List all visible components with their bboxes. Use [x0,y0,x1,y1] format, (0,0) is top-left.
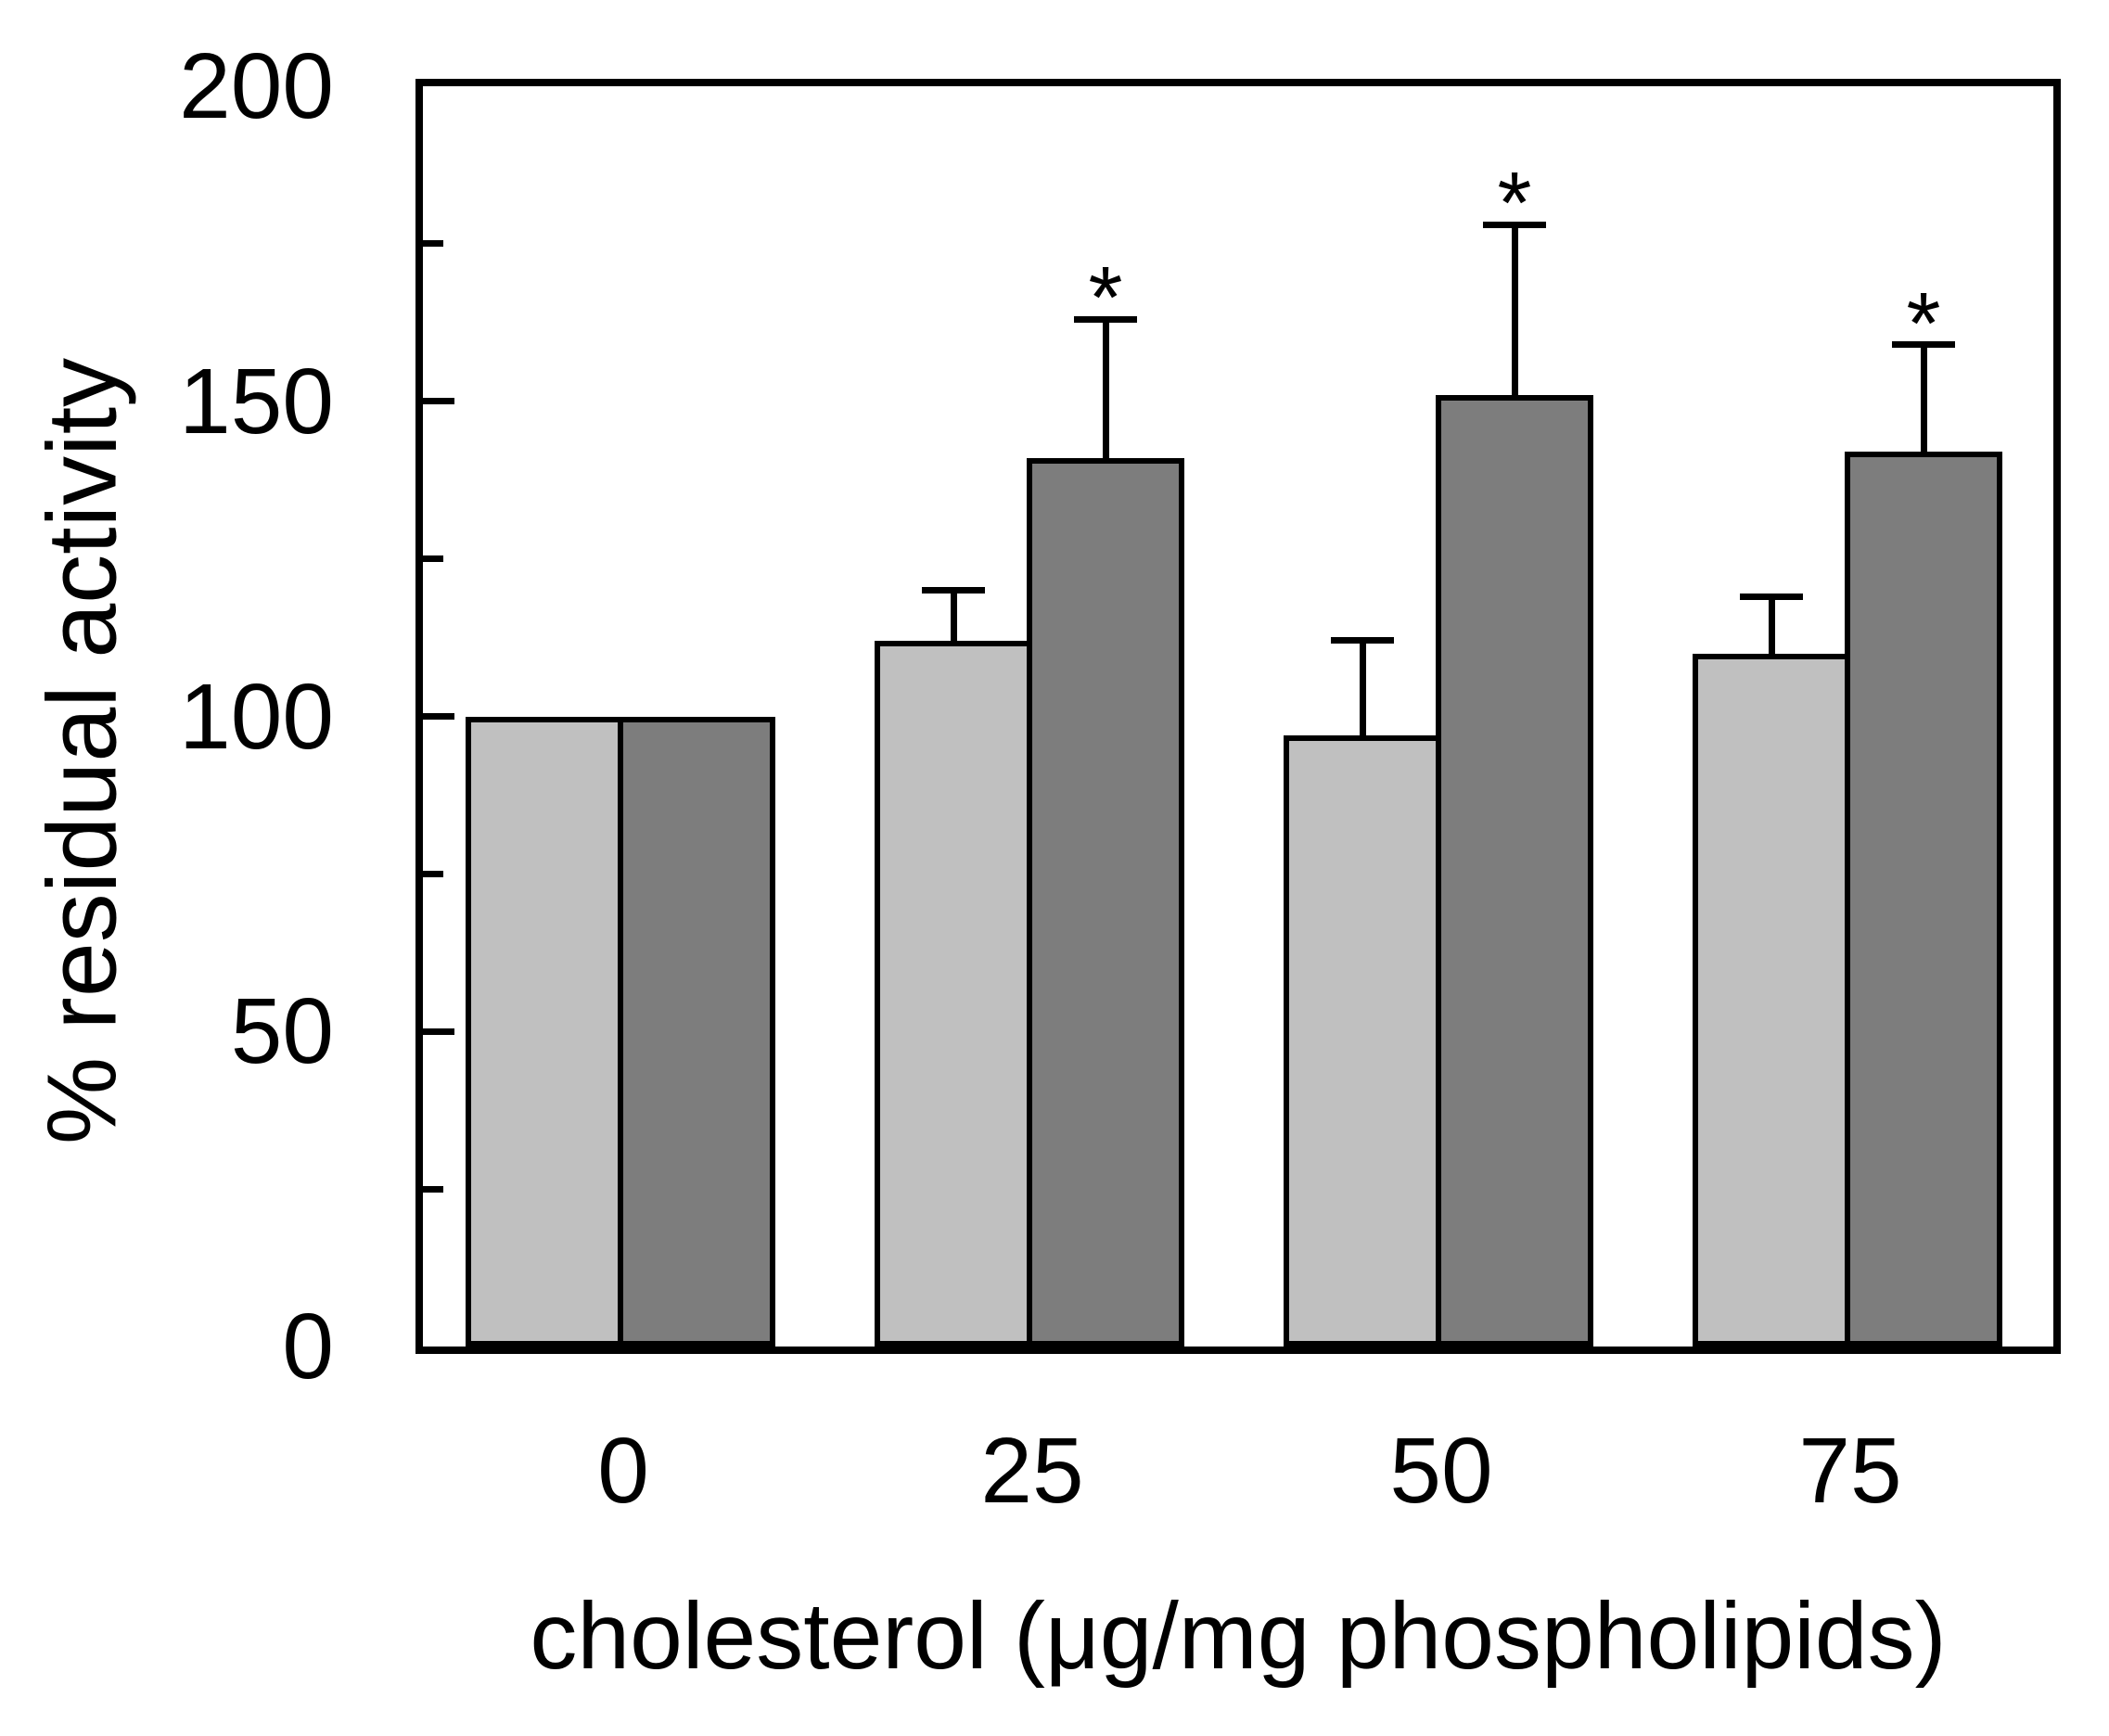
plot-area: * * * [415,79,2061,1354]
y-tick-label-100: 100 [179,664,334,769]
x-axis-title: cholesterol (μg/mg phospholipids) [530,1583,1947,1689]
y-major-tick-100 [423,713,454,720]
y-major-tick-150 [423,398,454,405]
bar-light-gray-bars-x75 [1693,653,1850,1347]
bar-light-gray-bars-x25 [875,640,1032,1347]
significance-asterisk-x25: * [1088,249,1123,348]
error-bar-cap-dark-gray-bars-x25 [1074,315,1137,323]
error-bar-cap-light-gray-bars-x75 [1740,593,1803,600]
y-minor-tick-25 [423,1185,443,1193]
y-minor-tick-175 [423,240,443,248]
y-minor-tick-125 [423,555,443,563]
y-major-tick-50 [423,1028,454,1035]
x-tick-label-25: 25 [980,1419,1084,1523]
y-tick-label-200: 200 [179,34,334,138]
error-bar-cap-dark-gray-bars-x75 [1892,341,1955,349]
bar-dark-gray-bars-x50 [1436,394,1593,1347]
bar-dark-gray-bars-x25 [1027,457,1184,1347]
error-bar-line-dark-gray-bars-x25 [1102,319,1109,462]
error-bar-line-light-gray-bars-x50 [1359,640,1366,739]
error-bar-cap-dark-gray-bars-x50 [1483,221,1546,228]
error-bar-line-light-gray-bars-x75 [1768,596,1775,657]
y-tick-label-50: 50 [230,979,334,1084]
bar-dark-gray-bars-x75 [1845,452,2002,1347]
error-bar-line-dark-gray-bars-x75 [1920,344,1927,456]
error-bar-cap-light-gray-bars-x25 [922,587,985,594]
x-tick-label-0: 0 [597,1419,649,1523]
significance-asterisk-x50: * [1497,154,1532,253]
y-minor-tick-75 [423,870,443,877]
error-bar-line-light-gray-bars-x25 [950,590,957,645]
x-tick-label-50: 50 [1389,1419,1493,1523]
significance-asterisk-x75: * [1906,274,1941,373]
x-tick-label-75: 75 [1798,1419,1902,1523]
error-bar-line-dark-gray-bars-x50 [1511,224,1518,399]
bar-light-gray-bars-x0 [466,716,623,1347]
y-tick-label-150: 150 [179,349,334,453]
bar-dark-gray-bars-x0 [618,716,775,1347]
error-bar-cap-light-gray-bars-x50 [1331,637,1394,645]
y-tick-label-0: 0 [282,1295,334,1398]
bar-light-gray-bars-x50 [1284,734,1441,1347]
